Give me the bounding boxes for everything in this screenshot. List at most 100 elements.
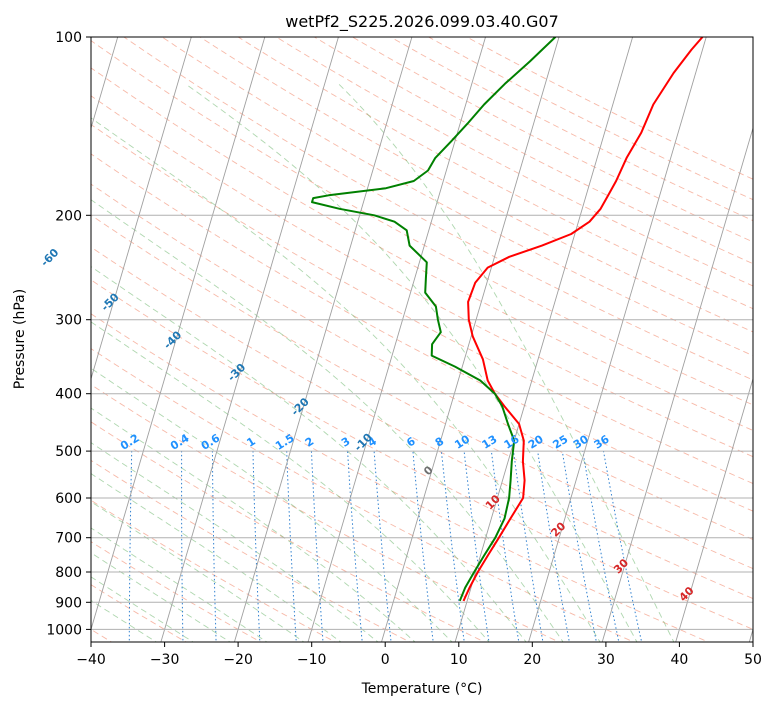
mixing-ratio-line <box>252 451 261 642</box>
mixing-ratio-label: 10 <box>452 432 472 451</box>
moist-adiabat-line <box>91 199 564 642</box>
dry-adiabat-line <box>91 279 753 630</box>
dry-adiabat-line <box>91 123 753 485</box>
mixing-ratio-line <box>128 451 133 642</box>
isotherm-label: 10 <box>483 492 503 512</box>
dry-adiabat-line <box>91 153 753 512</box>
isotherm-label: -40 <box>161 328 184 351</box>
dry-adiabat-line <box>237 37 753 310</box>
dry-adiabat-line <box>91 40 753 406</box>
x-axis-label: Temperature (°C) <box>361 681 483 697</box>
moist-adiabat-line <box>91 321 490 642</box>
mixing-ratio-label: 6 <box>404 434 418 449</box>
y-tick-label: 900 <box>55 595 82 611</box>
line-labels: 0.20.40.611.52346810131620253036-100-90-… <box>0 194 697 604</box>
mixing-ratio-line <box>463 451 490 642</box>
mixing-ratio-line <box>582 451 620 642</box>
x-tick-label: −20 <box>223 652 253 668</box>
isotherm-label: -60 <box>38 246 61 269</box>
dry-adiabat-line <box>275 37 753 287</box>
mixing-ratio-line <box>412 451 434 642</box>
isotherm-label: 30 <box>611 556 631 576</box>
moist-adiabat-line <box>91 576 194 642</box>
mixing-ratio-line <box>347 451 363 642</box>
y-tick-label: 200 <box>55 208 82 224</box>
y-axis-label: Pressure (hPa) <box>12 289 28 389</box>
mixing-ratio-line <box>286 451 297 642</box>
isotherm-line <box>233 37 413 642</box>
temperature-profile <box>462 37 704 602</box>
dry-adiabat-line <box>91 313 710 642</box>
mixing-ratio-label: 0.4 <box>168 431 192 453</box>
dewpoint-profile <box>311 37 557 602</box>
moist-adiabat-line <box>91 367 453 642</box>
mixing-ratio-label: 20 <box>526 432 546 451</box>
grid <box>91 37 753 642</box>
mixing-ratio-label: 0.2 <box>118 431 141 452</box>
dry-adiabat-line <box>91 348 635 642</box>
dry-adiabat-line <box>91 95 753 458</box>
mixing-ratio-label: 36 <box>592 432 612 451</box>
mixing-ratio-line <box>181 451 184 642</box>
dry-adiabat-line <box>91 421 486 642</box>
isotherm-line <box>160 37 339 642</box>
y-tick-label: 500 <box>55 444 82 460</box>
mixing-ratio-line <box>79 451 85 644</box>
dry-adiabat-line <box>91 541 262 642</box>
x-tick-label: 0 <box>381 652 390 668</box>
dry-adiabat-line <box>199 37 753 333</box>
mixing-ratio-label: 3 <box>339 435 352 450</box>
mixing-ratio-line <box>373 451 392 642</box>
mixing-ratio-line <box>561 451 597 642</box>
isotherm-label: -30 <box>225 361 248 384</box>
dry-adiabat-line <box>91 67 753 431</box>
mixing-ratio-label: 13 <box>480 433 500 452</box>
x-tick-label: 10 <box>450 652 468 668</box>
chart-title: wetPf2_S225.2026.099.03.40.G07 <box>285 12 559 32</box>
dry-adiabat-line <box>351 37 753 243</box>
isotherm-line <box>91 37 192 381</box>
isotherm-label: 40 <box>677 584 697 604</box>
dry-adiabat-line <box>123 37 753 381</box>
dry-adiabat-line <box>313 37 753 265</box>
background-lines <box>79 37 753 644</box>
x-tick-label: 40 <box>670 652 688 668</box>
dry-adiabat-line <box>91 584 187 642</box>
mixing-ratio-label: 1.5 <box>273 431 296 452</box>
dry-adiabat-line <box>91 384 561 642</box>
y-tick-label: 600 <box>55 491 82 507</box>
x-tick-label: −40 <box>76 652 106 668</box>
moist-adiabat-line <box>91 501 305 642</box>
moist-adiabat-line <box>185 83 638 642</box>
moist-adiabat-line <box>91 442 379 642</box>
y-tick-label: 400 <box>55 387 82 403</box>
mixing-ratio-line <box>537 451 570 642</box>
mixing-ratio-label: 2 <box>303 435 316 450</box>
moist-adiabat-line <box>91 266 527 642</box>
y-axis: 100 200 300 400 500 600 700 800 900 1000 <box>46 30 91 638</box>
mixing-ratio-line <box>211 451 217 642</box>
mixing-ratio-label: 8 <box>433 435 446 450</box>
x-tick-label: 50 <box>744 652 762 668</box>
x-tick-label: 20 <box>523 652 541 668</box>
isotherm-line <box>91 37 266 632</box>
moist-adiabat-line <box>91 117 601 642</box>
isotherm-line <box>675 377 753 642</box>
mixing-ratio-label: 0.6 <box>199 431 223 453</box>
isotherm-label: 0 <box>421 463 436 478</box>
x-tick-label: −30 <box>150 652 180 668</box>
y-tick-label: 1000 <box>46 622 82 638</box>
isotherm-line <box>528 37 707 642</box>
dry-adiabat-line <box>91 183 753 540</box>
isotherm-label: 20 <box>548 519 568 539</box>
dry-adiabat-line <box>427 37 753 201</box>
mixing-ratio-line <box>490 451 520 642</box>
isotherm-line <box>307 37 486 642</box>
mixing-ratio-label: 30 <box>571 432 591 451</box>
isotherm-line <box>454 37 634 642</box>
mixing-ratio-label: 25 <box>551 433 571 452</box>
x-tick-label: 30 <box>597 652 615 668</box>
moist-adiabat-line <box>91 527 268 642</box>
x-axis: −40 −30 −20 −10 0 10 20 30 40 50 <box>76 642 762 668</box>
